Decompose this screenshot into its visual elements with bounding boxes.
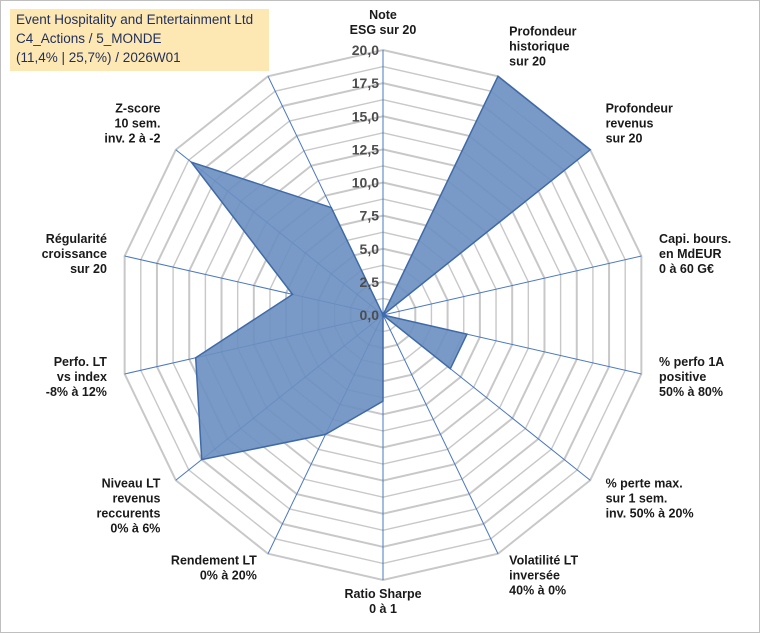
tick-label: 15,0 (352, 108, 379, 124)
axis-spoke (382, 255, 642, 316)
axis-spoke (382, 314, 499, 554)
category-label: Z-score 10 sem. inv. 2 à -2 (104, 101, 160, 145)
tick-label: 10,0 (352, 175, 379, 191)
category-label: Ratio Sharpe 0 à 1 (344, 587, 421, 616)
radar-series-area (189, 75, 592, 461)
radial-tick-labels: 0,0 2,5 5,0 7,5 10,0 12,5 15,0 17,5 20,0 (352, 42, 379, 323)
tick-label: 12,5 (352, 141, 379, 157)
tick-label: 7,5 (360, 208, 380, 224)
category-label: Rendement LT 0% à 20% (171, 554, 257, 583)
category-label: Profondeur revenus sur 20 (606, 101, 673, 145)
tick-label: 17,5 (352, 75, 379, 91)
title-category: C4_Actions / 5_MONDE (16, 31, 162, 46)
title-company: Event Hospitality and Entertainment Ltd (16, 12, 254, 27)
tick-label: 5,0 (360, 241, 380, 257)
title-performance: (11,4% | 25,7%) / 2026W01 (16, 50, 181, 65)
tick-label: 2,5 (360, 274, 380, 290)
category-label: Capi. bours. en MdEUR 0 à 60 G€ (659, 232, 731, 276)
tick-label: 20,0 (352, 42, 379, 58)
category-label: Note ESG sur 20 (350, 8, 417, 37)
category-labels: Note ESG sur 20 Profondeur historique sur 20… (42, 8, 732, 616)
category-label: % perfo 1A positive 50% à 80% (659, 355, 724, 399)
tick-label: 0,0 (360, 307, 380, 323)
category-label: Niveau LT revenus reccurents 0% à 6% (96, 477, 160, 536)
title-box: Event Hospitality and Entertainment Ltd … (10, 9, 269, 71)
category-label: % perte max. sur 1 sem. inv. 50% à 20% (606, 477, 694, 521)
category-label: Volatilité LT inversée 40% à 0% (509, 554, 578, 598)
category-label: Régularité croissance sur 20 (42, 232, 107, 276)
category-label: Perfo. LT vs index -8% à 12% (46, 355, 108, 399)
category-label: Profondeur historique sur 20 (509, 24, 576, 68)
